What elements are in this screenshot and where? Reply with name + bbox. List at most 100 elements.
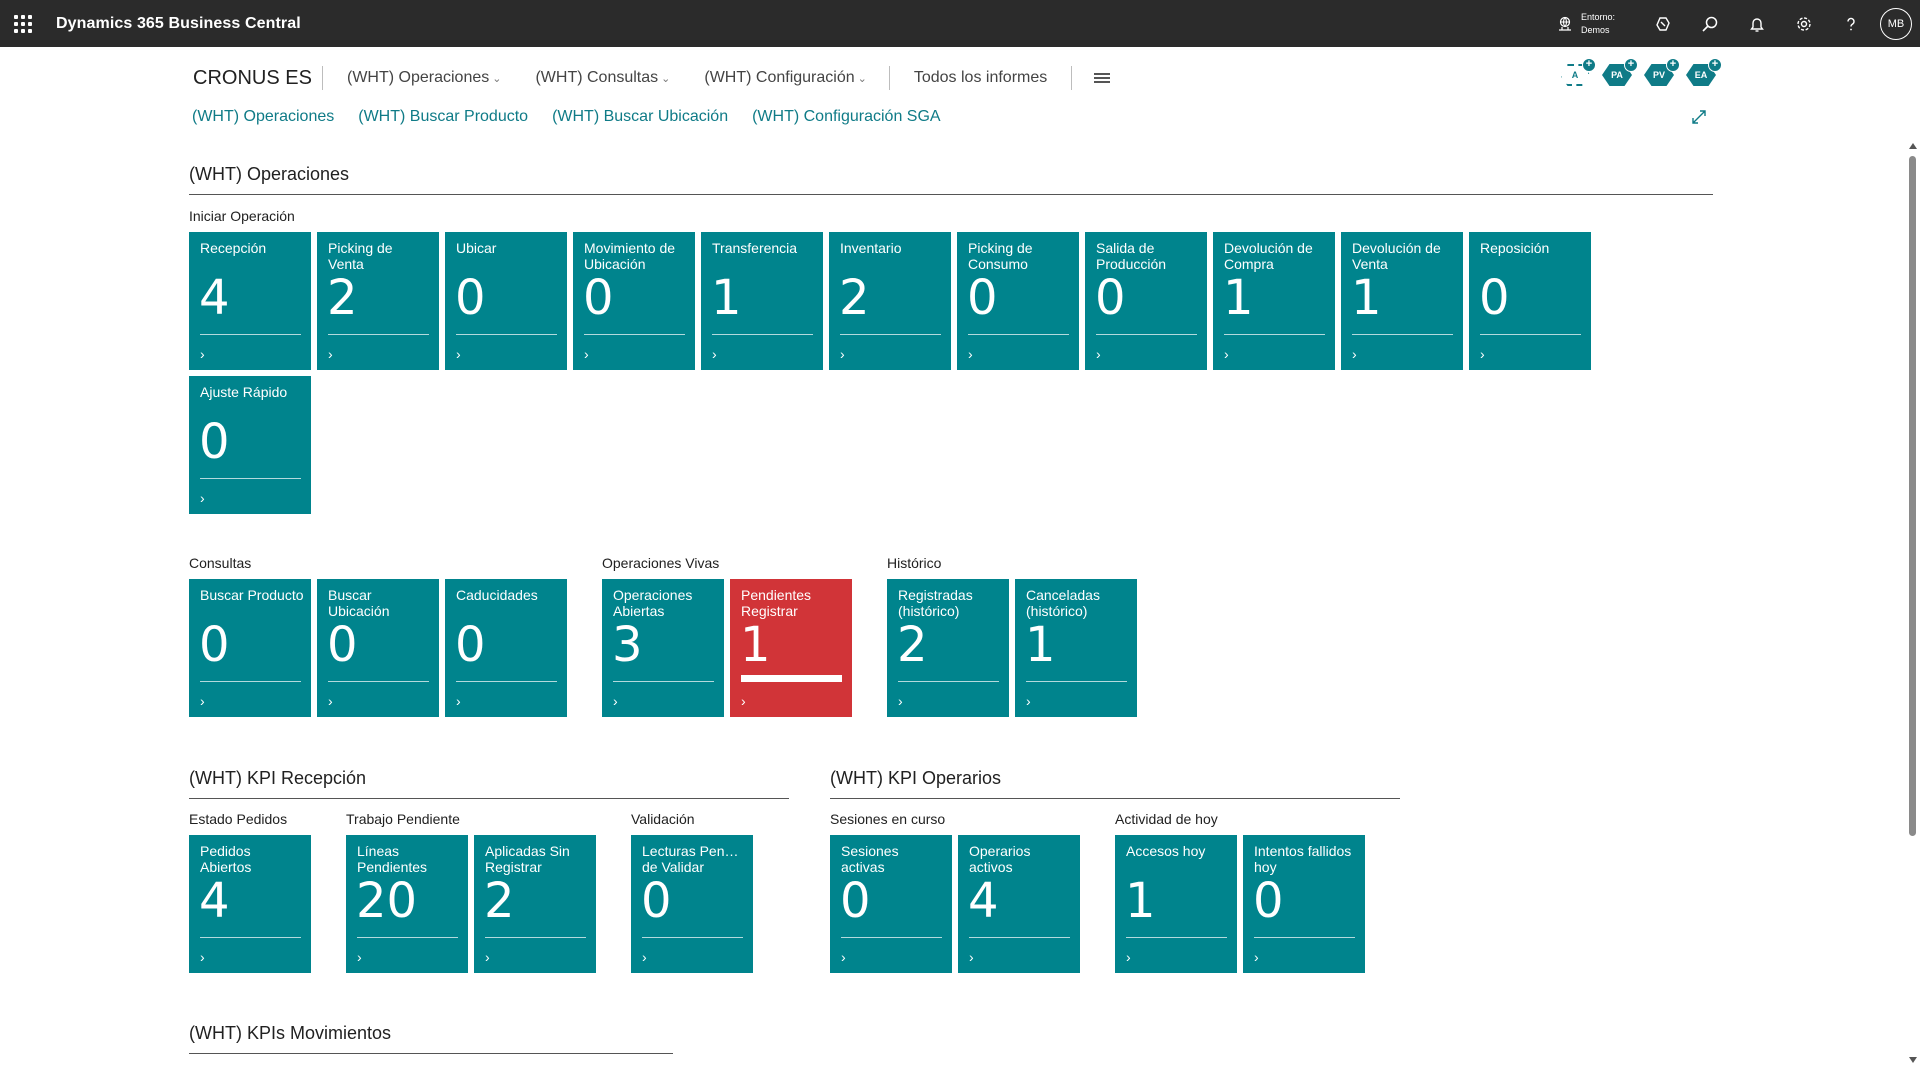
tile-divider: [613, 681, 714, 682]
tile-divider: [485, 937, 586, 938]
group-label-sesiones: Sesiones en curso: [830, 811, 946, 827]
chevron-right-icon[interactable]: ›: [840, 346, 845, 362]
scroll-up-icon[interactable]: [1909, 143, 1917, 149]
chevron-right-icon[interactable]: ›: [1026, 693, 1031, 709]
nav-link-buscar-ubicacion[interactable]: (WHT) Buscar Ubicación: [552, 108, 729, 125]
menu-configuracion[interactable]: (WHT) Configuración ⌄: [694, 69, 876, 87]
tile-estado-0[interactable]: Pedidos Abiertos 4 ›: [189, 835, 311, 973]
role-a-icon[interactable]: A +: [1558, 58, 1596, 88]
tile-sesiones-0[interactable]: Sesiones activas 0 ›: [830, 835, 952, 973]
chevron-right-icon[interactable]: ›: [841, 949, 846, 965]
tile-iniciar-2[interactable]: Ubicar 0 ›: [445, 232, 567, 370]
tile-value: 2: [484, 873, 515, 929]
chevron-right-icon[interactable]: ›: [200, 490, 205, 506]
company-name[interactable]: CRONUS ES: [193, 67, 312, 89]
tile-sesiones-1[interactable]: Operarios activos 4 ›: [958, 835, 1080, 973]
help-button[interactable]: [1827, 0, 1874, 47]
tile-label: Devolución de Venta: [1352, 240, 1456, 272]
chevron-right-icon[interactable]: ›: [1254, 949, 1259, 965]
search-button[interactable]: [1686, 0, 1733, 47]
notifications-button[interactable]: [1733, 0, 1780, 47]
tile-historico-0[interactable]: Registradas (histórico) 2 ›: [887, 579, 1009, 717]
role-pv-icon[interactable]: PV +: [1642, 58, 1680, 88]
chevron-right-icon[interactable]: ›: [357, 949, 362, 965]
role-ea-icon[interactable]: EA +: [1684, 58, 1722, 88]
chevron-right-icon[interactable]: ›: [1480, 346, 1485, 362]
chevron-right-icon[interactable]: ›: [1224, 346, 1229, 362]
chevron-right-icon[interactable]: ›: [968, 346, 973, 362]
chevron-right-icon[interactable]: ›: [741, 693, 746, 709]
chevron-right-icon[interactable]: ›: [613, 693, 618, 709]
chevron-right-icon[interactable]: ›: [1352, 346, 1357, 362]
section-title-operaciones[interactable]: (WHT) Operaciones: [189, 164, 350, 184]
app-launcher-icon[interactable]: [0, 0, 46, 47]
expand-icon[interactable]: [1690, 108, 1708, 126]
menu-operaciones[interactable]: (WHT) Operaciones ⌄: [337, 69, 511, 87]
chevron-right-icon[interactable]: ›: [969, 949, 974, 965]
tile-label-line1: Pedidos: [200, 843, 251, 859]
more-menu-icon[interactable]: [1072, 71, 1132, 85]
tile-iniciar-9[interactable]: Devolución de Venta 1 ›: [1341, 232, 1463, 370]
scroll-down-icon[interactable]: [1909, 1057, 1917, 1063]
nav-link-configuracion-sga[interactable]: (WHT) Configuración SGA: [752, 108, 941, 125]
tile-iniciar-1[interactable]: Picking de Venta 2 ›: [317, 232, 439, 370]
chevron-right-icon[interactable]: ›: [1096, 346, 1101, 362]
tile-iniciar-5[interactable]: Inventario 2 ›: [829, 232, 951, 370]
chevron-right-icon[interactable]: ›: [642, 949, 647, 965]
tile-actividad-1[interactable]: Intentos fallidos hoy 0 ›: [1243, 835, 1365, 973]
tile-value: 0: [1479, 270, 1510, 326]
chevron-right-icon[interactable]: ›: [200, 949, 205, 965]
chevron-right-icon[interactable]: ›: [200, 346, 205, 362]
tile-historico-1[interactable]: Canceladas (histórico) 1 ›: [1015, 579, 1137, 717]
menu-all-reports[interactable]: Todos los informes: [913, 69, 1048, 86]
chevron-right-icon[interactable]: ›: [712, 346, 717, 362]
tile-actividad-0[interactable]: Accesos hoy 1 ›: [1115, 835, 1237, 973]
tile-iniciar-10[interactable]: Reposición 0 ›: [1469, 232, 1591, 370]
tile-trabajo-1[interactable]: Aplicadas Sin Registrar 2 ›: [474, 835, 596, 973]
chevron-right-icon[interactable]: ›: [898, 693, 903, 709]
tile-trabajo-0[interactable]: Líneas Pendientes 20 ›: [346, 835, 468, 973]
chevron-right-icon[interactable]: ›: [584, 346, 589, 362]
chevron-right-icon[interactable]: ›: [328, 346, 333, 362]
tile-label-line1: Transferencia: [712, 240, 798, 256]
tile-value: 0: [455, 617, 486, 673]
tile-validacion-0[interactable]: Lecturas Pendi... de Validar 0 ›: [631, 835, 753, 973]
chevron-right-icon[interactable]: ›: [328, 693, 333, 709]
copilot-button[interactable]: [1639, 0, 1686, 47]
tile-iniciar-6[interactable]: Picking de Consumo 0 ›: [957, 232, 1079, 370]
role-pa-icon[interactable]: PA +: [1600, 58, 1638, 88]
app-title[interactable]: Dynamics 365 Business Central: [56, 14, 301, 32]
tile-divider: [1480, 334, 1581, 335]
chevron-right-icon[interactable]: ›: [1126, 949, 1131, 965]
tile-iniciar-3[interactable]: Movimiento de Ubicación 0 ›: [573, 232, 695, 370]
chevron-right-icon[interactable]: ›: [200, 693, 205, 709]
chevron-right-icon[interactable]: ›: [485, 949, 490, 965]
tile-vivas-0[interactable]: Operaciones Abiertas 3 ›: [602, 579, 724, 717]
tile-iniciar-0[interactable]: Recepción 4 ›: [189, 232, 311, 370]
user-avatar[interactable]: MB: [1880, 7, 1912, 40]
tile-consultas-0[interactable]: Buscar Producto 0 ›: [189, 579, 311, 717]
section-title-kpis-movimientos[interactable]: (WHT) KPIs Movimientos: [189, 1023, 392, 1043]
environment-indicator[interactable]: Entorno: Demos: [1557, 11, 1615, 37]
scrollbar-thumb[interactable]: [1909, 156, 1916, 836]
tile-vivas-1[interactable]: Pendientes Registrar 1 ›: [730, 579, 852, 717]
settings-button[interactable]: [1780, 0, 1827, 47]
tile-label: Registradas (histórico): [898, 587, 1002, 619]
section-title-kpi-operarios[interactable]: (WHT) KPI Operarios: [830, 768, 1002, 788]
navigation-bar: (WHT) Operaciones (WHT) Buscar Producto …: [192, 108, 941, 126]
tile-consultas-1[interactable]: Buscar Ubicación 0 ›: [317, 579, 439, 717]
chevron-right-icon[interactable]: ›: [456, 693, 461, 709]
tile-iniciar-7[interactable]: Salida de Producción 0 ›: [1085, 232, 1207, 370]
tile-iniciar-4[interactable]: Transferencia 1 ›: [701, 232, 823, 370]
tile-label: Caducidades: [456, 587, 560, 603]
chevron-down-icon: ⌄: [857, 72, 867, 85]
tile-iniciar-11[interactable]: Ajuste Rápido 0 ›: [189, 376, 311, 514]
section-title-kpi-recepcion[interactable]: (WHT) KPI Recepción: [189, 768, 367, 788]
bell-icon: [1749, 17, 1764, 32]
nav-link-buscar-producto[interactable]: (WHT) Buscar Producto: [358, 108, 529, 125]
nav-link-operaciones[interactable]: (WHT) Operaciones: [192, 108, 335, 125]
menu-consultas[interactable]: (WHT) Consultas ⌄: [525, 69, 680, 87]
tile-consultas-2[interactable]: Caducidades 0 ›: [445, 579, 567, 717]
chevron-right-icon[interactable]: ›: [456, 346, 461, 362]
tile-iniciar-8[interactable]: Devolución de Compra 1 ›: [1213, 232, 1335, 370]
